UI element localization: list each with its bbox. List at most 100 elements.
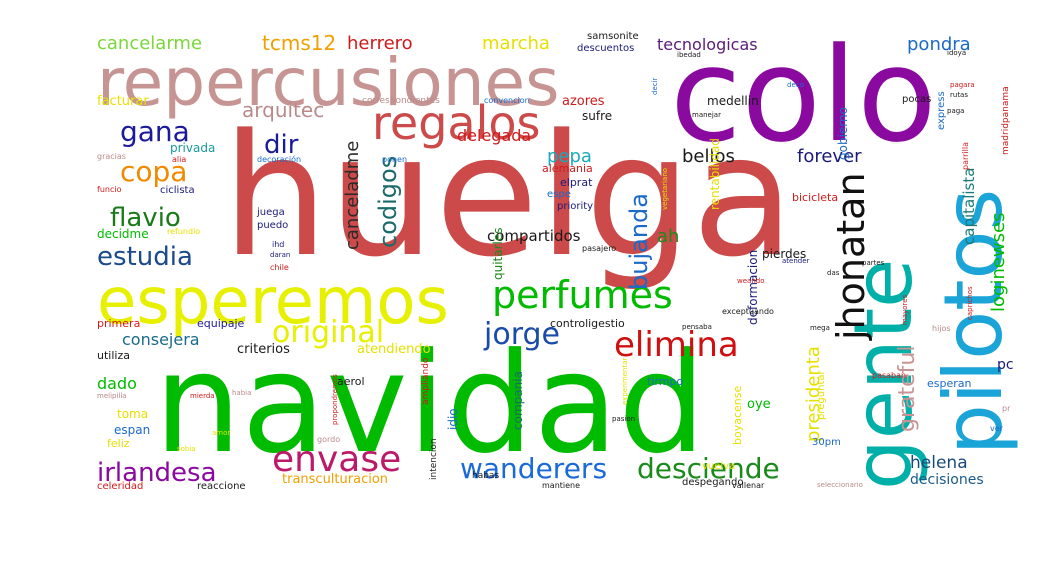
word-gordo: gordo (317, 435, 341, 444)
word-elimina: elimina (614, 325, 739, 365)
word-chile: chile (270, 263, 289, 272)
word-aerol: aerol (337, 375, 365, 388)
word-colo: colo (670, 19, 937, 171)
word-pepa: pepa (547, 146, 592, 167)
word-tcms12: tcms12 (262, 31, 337, 55)
word-estudia: estudia (97, 242, 193, 272)
word-facturar: facturar (97, 94, 149, 109)
word-puedo: puedo (257, 220, 289, 231)
word-caprichos: caprichos (966, 286, 974, 320)
word-samsonite: samsonite (587, 31, 639, 42)
word-funcio: funcio (97, 185, 122, 194)
word-herrero: herrero (347, 33, 413, 54)
word-dado: dado (97, 374, 137, 393)
word-daran: daran (270, 251, 291, 259)
word-irlandesa: irlandesa (97, 458, 217, 488)
word-pondra: pondra (907, 34, 971, 55)
word-compartidos: compartidos (487, 227, 581, 245)
word-pagara: pagara (950, 81, 975, 89)
word-bujanda: bujanda (625, 193, 653, 290)
word-pierdes: pierdes (762, 247, 807, 261)
word-desciende: desciende (637, 452, 780, 485)
word-quitarles: quitarles (491, 227, 505, 280)
word-parrilla: parrilla (961, 142, 970, 170)
word-marcha: marcha (482, 33, 550, 54)
word-sufre: sufre (582, 109, 613, 123)
word-esperemos: esperemos (97, 265, 449, 339)
word-rutas: rutas (950, 91, 968, 99)
word-ibedad: ibedad (677, 51, 701, 59)
word-mayores: mayores (901, 294, 909, 325)
word-convencion: convencion (484, 96, 530, 105)
word-ponen: ponen (382, 155, 408, 164)
word-huelga: huelga (222, 98, 795, 294)
word-cloud: huelga navidad colo repercusiones espere… (92, 20, 1022, 500)
word-tirmpo: tirmpo (647, 375, 684, 388)
word-consejera: consejera (122, 330, 200, 349)
word-intencion: intencion (429, 438, 439, 480)
word-gracias: gracias (97, 152, 126, 161)
word-habas: habas (472, 471, 500, 481)
word-envase: envase (272, 439, 402, 480)
word-transculturacion: transculturacion (282, 472, 389, 487)
word-pocas: pocas (902, 94, 932, 105)
word-oye: oye (747, 397, 771, 412)
word-preguntar: preguntar (816, 370, 827, 420)
word-azores: azores (562, 94, 605, 109)
word-loginewses: loginewses (988, 212, 1009, 312)
word-idio: idio (446, 408, 460, 430)
word-pasion: pasion (612, 415, 636, 423)
word-pensaba: pensaba (682, 323, 712, 331)
word-decoracion: decoración (257, 155, 302, 164)
word-amor: amor (212, 429, 231, 437)
word-30pm: 30pm (812, 437, 841, 448)
word-flavio: flavio (110, 203, 181, 233)
word-correspondientes: correspondientes (362, 96, 440, 106)
word-das: das (827, 269, 840, 277)
word-regalos: regalos (372, 96, 541, 150)
word-jorge: jorge (484, 317, 560, 352)
word-navidad: navidad (154, 323, 706, 484)
word-descuentos: descuentos (577, 43, 635, 54)
word-mierda: mierda (190, 392, 215, 400)
word-rentabilidad: rentabilidad (708, 138, 722, 210)
word-celeridad: celeridad (97, 481, 144, 492)
word-decidme: decidme (97, 227, 149, 241)
word-priority: priority (557, 201, 594, 212)
word-weando: weando (737, 277, 765, 285)
word-espe: espe (547, 189, 571, 200)
word-partes: partes (862, 259, 885, 267)
word-propondremos: propondremos (331, 374, 339, 425)
word-tecnologicas: tecnologicas (657, 35, 758, 54)
word-criterios: criterios (237, 342, 290, 357)
word-dir: dir (264, 130, 299, 160)
word-grateful: grateful (895, 345, 920, 432)
word-wanderers: wanderers (460, 452, 608, 485)
word-toma: toma (117, 407, 149, 421)
word-bellos: bellos (682, 146, 735, 167)
word-hijos: hijos (932, 324, 951, 333)
word-pc: pc (997, 357, 1014, 373)
word-ah: ah (657, 226, 680, 247)
word-idoya: idoya (947, 49, 967, 57)
word-equipaje: equipaje (197, 317, 245, 330)
word-decisiones: decisiones (910, 472, 984, 488)
word-arquitec: arquitec (242, 98, 325, 122)
word-bicicleta: bicicleta (792, 191, 839, 204)
word-original: original (272, 315, 385, 350)
word-repercusiones: repercusiones (97, 44, 560, 121)
word-decir: decir (651, 77, 659, 95)
word-medellin: medellin (707, 94, 759, 108)
word-juega: juega (257, 207, 285, 218)
word-helena: helena (910, 453, 968, 473)
word-feliz: feliz (107, 437, 130, 450)
word-alemania: alemania (542, 162, 593, 175)
word-pasajero: pasajero (582, 244, 617, 253)
word-cancelarme: cancelarme (97, 33, 203, 54)
word-gana: gana (120, 115, 190, 148)
word-vegetariano: vegetariano (661, 167, 669, 210)
word-atender: atender (782, 257, 810, 265)
word-privada: privada (170, 141, 216, 155)
word-atendiendo: atendiendo (357, 342, 431, 357)
word-habia: habia (232, 389, 252, 397)
